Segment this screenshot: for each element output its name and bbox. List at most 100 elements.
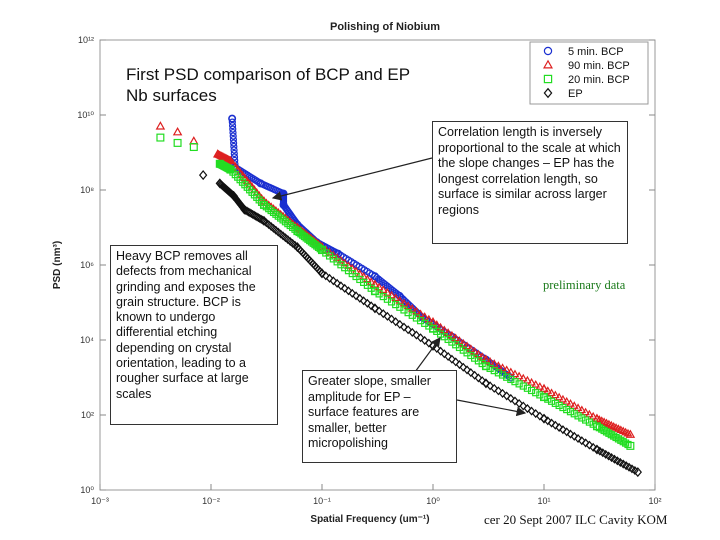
data-point — [293, 227, 302, 236]
data-point — [259, 200, 268, 209]
curve-marker — [474, 349, 483, 358]
curve-marker — [467, 368, 475, 378]
curve-marker — [585, 440, 594, 450]
curve-marker — [551, 390, 560, 399]
curve-marker — [375, 306, 383, 316]
curve-marker — [523, 375, 532, 384]
curve-marker — [396, 319, 404, 329]
curve-marker — [547, 388, 556, 397]
curve-marker — [443, 328, 453, 336]
curve-marker — [498, 371, 507, 379]
curve-marker — [229, 128, 237, 137]
curve-marker — [515, 398, 523, 409]
chart-title: Polishing of Niobium — [330, 21, 440, 33]
curve-marker — [514, 371, 524, 380]
curve-marker — [562, 427, 571, 437]
curve-marker — [363, 298, 372, 308]
curve-marker — [540, 393, 548, 401]
curve-marker — [286, 221, 294, 230]
curve-marker — [511, 396, 519, 406]
legend-label-3: EP — [568, 88, 583, 100]
curve-marker — [230, 146, 238, 154]
series-3 — [198, 170, 642, 478]
curve-marker — [462, 341, 472, 350]
curve-marker — [551, 399, 559, 407]
data-point — [226, 165, 235, 174]
curve-marker — [416, 333, 425, 343]
curve-marker — [570, 410, 578, 418]
curve-marker — [230, 139, 238, 147]
curve-marker — [329, 250, 338, 259]
curve-marker — [474, 373, 483, 383]
arrow-slope-upper — [414, 337, 441, 373]
curve-marker — [284, 220, 292, 228]
curve-marker — [387, 314, 396, 324]
curve-marker — [279, 216, 287, 224]
annotation-arrows — [271, 157, 527, 417]
data-point — [626, 441, 635, 450]
curve-marker — [325, 273, 334, 283]
subtitle-line-2: Nb surfaces — [126, 86, 217, 105]
data-point — [293, 242, 302, 253]
curve-marker — [383, 311, 392, 321]
arrow-slope-lower — [456, 399, 527, 417]
curve-marker — [523, 404, 532, 414]
curve-marker — [451, 333, 461, 342]
curve-marker — [424, 314, 434, 323]
data-point — [633, 467, 642, 478]
curve-marker — [559, 425, 567, 435]
curve-marker — [510, 369, 520, 378]
curve-marker — [400, 322, 408, 332]
curve-marker — [569, 401, 579, 409]
legend-label-2: 20 min. BCP — [568, 74, 630, 86]
y-tick-label: 10¹² — [78, 35, 94, 45]
curve-marker — [535, 382, 545, 390]
data-point — [240, 204, 249, 215]
legend-marker-1 — [543, 59, 553, 69]
curve-marker — [531, 409, 540, 419]
data-point — [592, 413, 602, 422]
curve-marker — [536, 391, 544, 399]
curve-marker — [498, 388, 507, 398]
x-tick-label: 10¹ — [537, 496, 550, 506]
footer-credit: cer 20 Sept 2007 ILC Cavity KOM — [484, 512, 668, 527]
curve-marker — [466, 344, 476, 352]
curve-marker — [379, 309, 388, 319]
curve-marker — [502, 391, 511, 401]
curve-marker — [399, 298, 409, 307]
curve-marker — [562, 396, 572, 405]
curve-marker — [558, 394, 568, 403]
data-point — [539, 393, 548, 402]
curve-marker — [272, 210, 280, 218]
curve-marker — [230, 149, 238, 158]
curve-marker — [230, 142, 238, 151]
curve-marker — [490, 383, 499, 393]
curve-marker — [578, 436, 586, 446]
curve-marker — [229, 125, 237, 133]
curve-marker — [577, 405, 587, 414]
data-point — [370, 287, 379, 296]
curve-marker — [478, 376, 486, 386]
curve-marker — [470, 370, 479, 380]
curve-marker — [325, 247, 334, 256]
data-point — [259, 215, 269, 226]
curve-marker — [269, 208, 278, 217]
curve-marker — [551, 420, 560, 430]
data-point — [539, 383, 549, 393]
curve-marker — [407, 304, 417, 312]
curve-marker — [447, 330, 457, 339]
curve-marker — [588, 411, 598, 420]
curve-marker — [336, 255, 346, 264]
curve-marker — [570, 431, 579, 441]
curve-marker — [340, 283, 349, 293]
data-point — [228, 114, 237, 123]
curve-marker — [563, 406, 571, 414]
curve-marker — [363, 274, 372, 283]
curve-marker — [356, 293, 364, 303]
x-tick-label: 10⁻³ — [91, 496, 109, 506]
curve-marker — [585, 409, 594, 418]
data-point — [370, 303, 380, 314]
data-point — [225, 155, 236, 165]
curve-marker — [490, 367, 498, 375]
curve-marker — [494, 361, 503, 369]
